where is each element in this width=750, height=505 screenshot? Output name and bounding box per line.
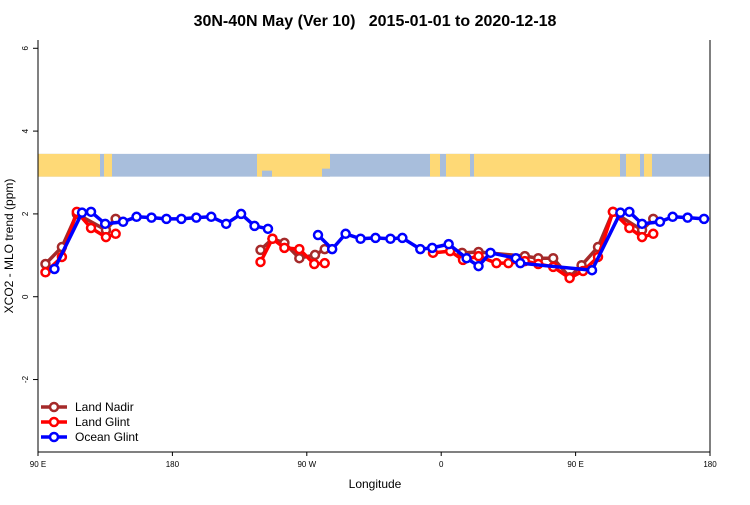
data-point bbox=[49, 263, 60, 275]
data-point bbox=[161, 213, 172, 225]
legend-label: Land Glint bbox=[75, 415, 130, 429]
map-land bbox=[430, 153, 440, 177]
data-point bbox=[100, 231, 112, 243]
data-point bbox=[636, 218, 648, 230]
x-axis-label: Longitude bbox=[349, 477, 402, 491]
map-band bbox=[38, 153, 710, 177]
map-land bbox=[644, 153, 652, 177]
y-tick-label: 4 bbox=[21, 128, 30, 133]
data-point bbox=[294, 243, 305, 255]
data-point bbox=[547, 252, 559, 264]
data-point bbox=[564, 272, 575, 284]
data-point bbox=[624, 222, 635, 234]
legend-label: Land Nadir bbox=[75, 400, 134, 414]
x-tick-label: 0 bbox=[439, 460, 444, 469]
data-point bbox=[385, 233, 396, 245]
data-point bbox=[294, 252, 305, 264]
data-point bbox=[117, 216, 129, 228]
y-axis-label: XCO2 - MLO trend (ppm) bbox=[2, 179, 16, 314]
data-point bbox=[309, 249, 321, 261]
data-point bbox=[682, 212, 693, 223]
x-tick-label: 90 W bbox=[297, 460, 316, 469]
data-point bbox=[249, 220, 260, 232]
data-point bbox=[340, 228, 351, 240]
map-land bbox=[257, 153, 330, 177]
series-line bbox=[432, 210, 654, 280]
data-point bbox=[491, 257, 502, 269]
data-point bbox=[473, 260, 484, 272]
data-point bbox=[485, 247, 496, 259]
data-point bbox=[40, 267, 51, 278]
data-point bbox=[99, 218, 111, 230]
data-point bbox=[326, 243, 338, 255]
x-tick-label: 180 bbox=[703, 460, 717, 469]
data-point bbox=[110, 228, 121, 240]
y-tick-label: 6 bbox=[21, 46, 30, 51]
legend-marker bbox=[48, 401, 60, 413]
data-point bbox=[443, 238, 454, 250]
map-land bbox=[500, 153, 620, 177]
y-tick-label: 2 bbox=[21, 211, 30, 216]
data-point bbox=[415, 243, 426, 255]
map-land bbox=[446, 153, 470, 177]
data-point bbox=[636, 231, 648, 243]
data-point bbox=[131, 211, 142, 223]
data-point bbox=[503, 257, 514, 269]
data-point bbox=[85, 222, 97, 234]
legend-marker bbox=[48, 416, 60, 428]
data-point bbox=[397, 232, 408, 244]
map-land bbox=[38, 153, 86, 177]
data-point bbox=[255, 256, 266, 268]
axes: -2 0 2 4 6 90 E 180 90 W 0 90 E 180 bbox=[21, 40, 717, 469]
data-point bbox=[586, 264, 598, 276]
legend-marker bbox=[48, 431, 60, 443]
legend-label: Ocean Glint bbox=[75, 430, 139, 444]
y-tick-label: 0 bbox=[21, 294, 30, 299]
data-point bbox=[355, 233, 366, 245]
data-point bbox=[370, 232, 381, 244]
map-land bbox=[474, 153, 500, 177]
data-point bbox=[255, 244, 266, 256]
data-point bbox=[40, 258, 51, 270]
data-point bbox=[667, 211, 678, 223]
series-ocean-glint bbox=[49, 206, 710, 276]
map-land bbox=[86, 153, 100, 177]
data-point bbox=[262, 223, 274, 235]
data-point bbox=[319, 257, 330, 269]
map-ocean bbox=[262, 170, 272, 177]
data-point bbox=[146, 212, 157, 223]
data-point bbox=[191, 212, 202, 223]
data-point bbox=[85, 206, 97, 218]
data-point bbox=[654, 216, 666, 228]
x-tick-label: 90 E bbox=[30, 460, 46, 469]
data-point bbox=[76, 207, 88, 218]
data-point bbox=[426, 242, 438, 254]
data-point bbox=[205, 211, 217, 223]
x-tick-label: 180 bbox=[166, 460, 180, 469]
map-land bbox=[104, 153, 112, 177]
data-point bbox=[176, 213, 187, 225]
data-point bbox=[267, 233, 278, 245]
data-point bbox=[279, 242, 290, 254]
series-layer bbox=[40, 206, 710, 284]
data-point bbox=[624, 206, 635, 218]
data-point bbox=[615, 207, 626, 218]
data-point bbox=[461, 252, 472, 264]
data-point bbox=[473, 250, 484, 262]
data-point bbox=[235, 208, 247, 220]
data-point bbox=[309, 258, 320, 270]
map-ocean bbox=[322, 168, 330, 177]
data-point bbox=[312, 229, 324, 241]
x-tick-label: 90 E bbox=[567, 460, 583, 469]
data-point bbox=[698, 213, 710, 225]
data-point bbox=[220, 218, 232, 230]
y-tick-label: -2 bbox=[21, 375, 30, 383]
chart-title: 30N-40N May (Ver 10) 2015-01-01 to 2020-… bbox=[194, 13, 557, 30]
data-point bbox=[648, 228, 659, 240]
map-land bbox=[626, 153, 640, 177]
data-point bbox=[515, 257, 526, 269]
